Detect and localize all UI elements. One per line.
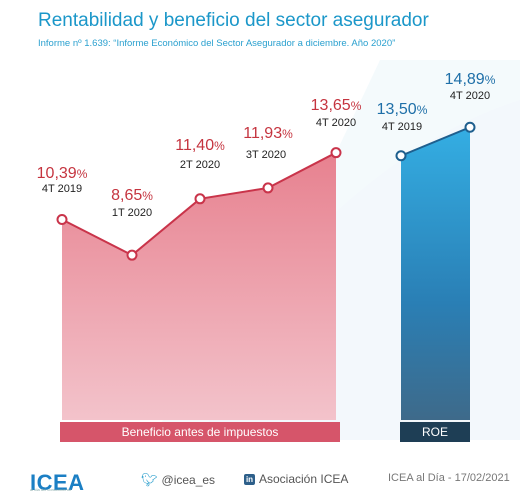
beneficio-value-label: 11,93% — [243, 125, 293, 142]
value-unit: % — [282, 127, 293, 141]
roe-category-label: 4T 2020 — [450, 90, 490, 102]
beneficio-point — [56, 214, 68, 226]
banner-roe — [400, 422, 470, 442]
roe-value-label: 14,89% — [445, 71, 496, 88]
linkedin-name: Asociación ICEA — [259, 472, 349, 486]
beneficio-value-label: 10,39% — [37, 165, 88, 182]
beneficio-area — [62, 152, 336, 421]
footer: ICEA al día del conocimiento 🐦︎ @icea_es… — [0, 462, 532, 498]
linkedin-link[interactable]: in Asociación ICEA — [244, 472, 348, 486]
roe-category-label: 4T 2019 — [382, 121, 422, 133]
twitter-handle: @icea_es — [161, 473, 216, 487]
roe-series: 13,50% 4T 2019 14,89% 4T 2020 — [377, 71, 496, 420]
category-banners: Beneficio antes de impuestos ROE — [60, 422, 470, 442]
value-number: 13,50 — [377, 101, 417, 118]
beneficio-category-label: 4T 2019 — [42, 183, 82, 195]
beneficio-category-label: 1T 2020 — [112, 207, 152, 219]
beneficio-category-label: 2T 2020 — [180, 159, 220, 171]
value-number: 11,40 — [175, 137, 214, 154]
logo-tagline: al día del conocimiento — [30, 487, 71, 492]
roe-point — [395, 150, 407, 162]
twitter-icon: 🐦︎ — [141, 472, 158, 487]
banner-beneficio — [60, 422, 340, 442]
value-number: 8,65 — [111, 187, 142, 204]
value-unit: % — [417, 103, 428, 117]
banner-beneficio-label: Beneficio antes de impuestos — [122, 425, 279, 439]
beneficio-category-label: 4T 2020 — [316, 117, 356, 129]
value-unit: % — [142, 189, 153, 203]
beneficio-point — [194, 193, 206, 205]
roe-area — [401, 127, 470, 420]
beneficio-point — [126, 249, 138, 261]
footer-date: ICEA al Día - 17/02/2021 — [388, 472, 510, 484]
chart-title: Rentabilidad y beneficio del sector aseg… — [38, 10, 429, 31]
icea-logo[interactable]: ICEA — [30, 464, 85, 494]
value-number: 13,65 — [311, 97, 351, 114]
chart-subtitle: Informe nº 1.639: “Informe Económico del… — [38, 38, 396, 49]
roe-value-label: 13,50% — [377, 101, 428, 118]
value-unit: % — [485, 73, 496, 87]
beneficio-value-label: 8,65% — [111, 187, 153, 204]
value-number: 10,39 — [37, 165, 77, 182]
logo-text: ICEA — [30, 470, 85, 495]
beneficio-point — [330, 147, 342, 159]
roe-point — [464, 121, 476, 133]
twitter-link[interactable]: 🐦︎ @icea_es — [141, 472, 215, 488]
beneficio-value-label: 13,65% — [311, 97, 362, 114]
value-unit: % — [77, 167, 88, 181]
value-unit: % — [214, 139, 225, 153]
beneficio-point — [262, 182, 274, 194]
linkedin-icon: in — [244, 473, 255, 485]
value-unit: % — [351, 99, 362, 113]
beneficio-category-label: 3T 2020 — [246, 149, 286, 161]
value-number: 14,89 — [445, 71, 485, 88]
beneficio-value-label: 11,40% — [175, 137, 225, 154]
value-number: 11,93 — [243, 125, 282, 142]
banner-roe-label: ROE — [422, 425, 448, 439]
roe-line — [400, 126, 471, 157]
